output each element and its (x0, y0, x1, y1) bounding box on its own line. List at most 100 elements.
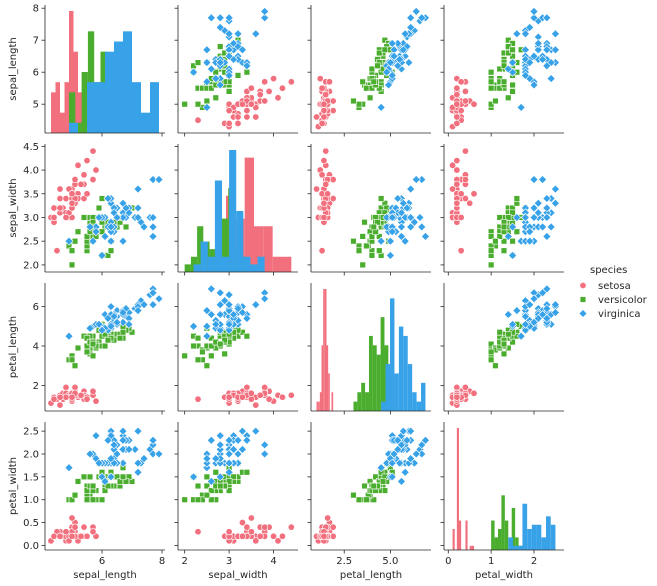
data-point (233, 449, 243, 459)
data-point (361, 219, 368, 226)
data-point (457, 247, 465, 255)
data-point (112, 449, 122, 459)
data-point (225, 487, 233, 494)
data-point (487, 261, 495, 269)
y-tick-label: 2.0 (23, 450, 39, 461)
histogram-bar-setosa (69, 11, 74, 133)
data-point (261, 97, 269, 105)
histogram-bar-setosa (282, 256, 292, 272)
histogram-bar-virginica (546, 516, 551, 550)
x-axis-label-sepal_width: sepal_width (208, 570, 267, 581)
panel-petal_width-vs-petal_length: 2.5 5.0 (307, 422, 431, 567)
data-point (417, 13, 427, 23)
data-point (242, 435, 252, 445)
y-axis-label-petal_length: petal_length (8, 316, 19, 378)
data-point (487, 356, 495, 363)
data-point (274, 537, 282, 545)
data-point (148, 440, 158, 450)
data-point (211, 74, 221, 84)
data-point (77, 180, 85, 188)
data-point (395, 458, 405, 468)
data-point (542, 61, 552, 71)
data-point (74, 478, 82, 485)
histogram-bar-virginica (200, 241, 208, 272)
y-tick-label: 3.0 (23, 213, 39, 224)
legend-item-virginica: virginica (578, 309, 641, 320)
data-point (542, 213, 552, 222)
data-point (221, 336, 228, 344)
data-point (106, 472, 116, 482)
histogram-bar-versicolor (494, 537, 498, 550)
y-tick-label: 3.5 (23, 189, 39, 200)
histogram-bar-virginica (513, 545, 518, 550)
data-point (247, 528, 255, 536)
data-point (208, 352, 215, 360)
data-point (411, 175, 421, 184)
data-point (64, 463, 74, 473)
data-point (385, 58, 395, 68)
histogram-bar-versicolor (380, 317, 385, 411)
data-point (370, 78, 377, 86)
data-point (100, 477, 110, 486)
histogram-bar-virginica (416, 401, 422, 411)
data-point (492, 362, 499, 369)
data-point (393, 194, 403, 203)
data-point (256, 91, 264, 99)
data-point (224, 70, 234, 80)
data-point (202, 463, 212, 473)
data-point (238, 393, 246, 401)
data-point (238, 426, 247, 436)
data-point (104, 482, 112, 490)
data-point (247, 514, 255, 522)
data-point (77, 532, 85, 540)
legend-marker-setosa (579, 281, 587, 289)
data-point (278, 84, 286, 92)
histogram-bar-setosa (318, 401, 320, 411)
data-point (384, 80, 393, 90)
data-point (406, 222, 416, 232)
data-point (509, 81, 516, 89)
data-point (376, 49, 383, 57)
data-point (217, 43, 224, 50)
x-tick-label: 8 (159, 556, 165, 567)
data-point (509, 46, 516, 54)
data-point (106, 222, 116, 232)
data-point (320, 532, 328, 540)
data-point (492, 97, 499, 105)
data-point (387, 472, 397, 482)
histogram-bar-setosa (326, 345, 329, 411)
histogram-bar-versicolor (498, 528, 502, 550)
data-point (318, 119, 326, 127)
data-point (376, 85, 383, 92)
data-point (56, 393, 64, 401)
y-tick-label: 8 (33, 4, 39, 15)
data-point (525, 58, 535, 68)
data-point (89, 147, 97, 155)
data-point (92, 166, 100, 174)
panel-sepal_width-vs-sepal_length: 2.0 2.5 3.0 3.5 4.0 4.5 (23, 142, 165, 276)
data-point (496, 214, 503, 221)
data-point (496, 233, 503, 240)
data-point (411, 6, 421, 16)
data-point (148, 449, 158, 459)
data-point (406, 213, 416, 222)
data-point (206, 284, 216, 294)
data-point (355, 496, 363, 503)
data-point (538, 54, 547, 64)
data-point (453, 113, 461, 121)
data-point (359, 233, 366, 240)
data-point (251, 300, 261, 310)
data-point (91, 227, 101, 237)
data-point (92, 397, 100, 405)
panel-petal_width-vs-petal_width: 0 1 2 (440, 422, 564, 567)
data-point (89, 176, 97, 184)
data-point (74, 344, 82, 352)
data-point (107, 247, 115, 254)
data-point (203, 473, 211, 481)
data-point (503, 64, 513, 74)
panel-petal_length-vs-petal_width (440, 283, 564, 415)
data-point (50, 395, 58, 403)
data-point (224, 458, 234, 468)
data-point (551, 184, 560, 194)
